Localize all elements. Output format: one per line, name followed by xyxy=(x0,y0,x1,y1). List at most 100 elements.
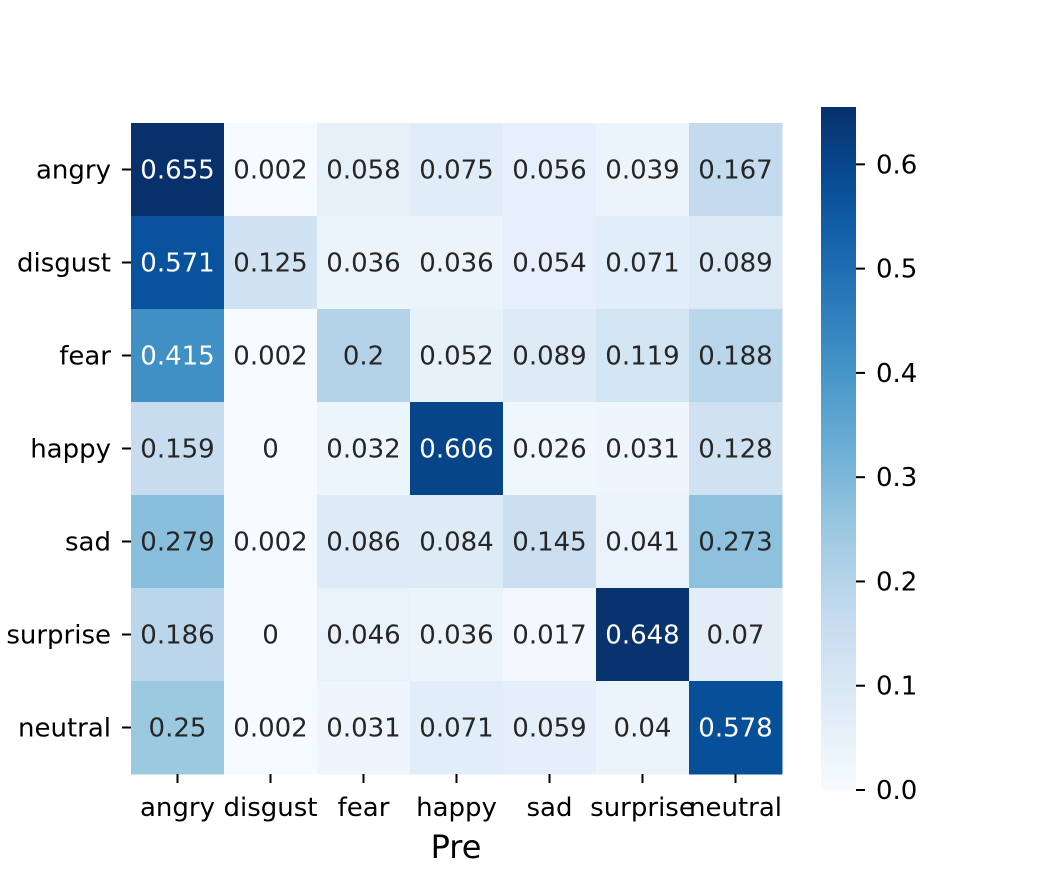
cell-angry-angry xyxy=(131,123,225,217)
cell-sad-happy xyxy=(410,495,504,589)
cell-fear-neutral xyxy=(689,309,783,403)
y-tick-label-angry: angry xyxy=(36,156,111,186)
cell-disgust-angry xyxy=(131,216,225,310)
cell-value-label: 0.089 xyxy=(512,342,586,372)
cell-value-label: 0.052 xyxy=(419,342,493,372)
cell-neutral-sad xyxy=(503,681,597,775)
x-tick-label-sad: sad xyxy=(527,793,573,823)
y-tick-label-disgust: disgust xyxy=(17,249,111,279)
cell-fear-surprise xyxy=(596,309,690,403)
cell-disgust-surprise xyxy=(596,216,690,310)
cell-neutral-disgust xyxy=(224,681,318,775)
cell-fear-fear xyxy=(317,309,411,403)
cell-value-label: 0.032 xyxy=(326,435,400,465)
cell-fear-angry xyxy=(131,309,225,403)
cell-sad-neutral xyxy=(689,495,783,589)
cell-sad-fear xyxy=(317,495,411,589)
cell-angry-fear xyxy=(317,123,411,217)
cell-neutral-surprise xyxy=(596,681,690,775)
cell-surprise-disgust xyxy=(224,588,318,682)
cell-value-label: 0.002 xyxy=(233,342,307,372)
y-axis: angry disgust fear happy sad surprise neutral xyxy=(6,156,131,744)
cell-value-label: 0.125 xyxy=(233,249,307,279)
cell-value-label: 0.002 xyxy=(233,714,307,744)
cell-value-label: 0.036 xyxy=(419,249,493,279)
cell-disgust-sad xyxy=(503,216,597,310)
cell-happy-sad xyxy=(503,402,597,496)
cell-value-label: 0.046 xyxy=(326,621,400,651)
cell-value-label: 0.002 xyxy=(233,156,307,186)
cell-value-label: 0.039 xyxy=(605,156,679,186)
cell-disgust-neutral xyxy=(689,216,783,310)
cell-value-label: 0.086 xyxy=(326,528,400,558)
cell-value-label: 0.026 xyxy=(512,435,586,465)
y-tick-label-neutral: neutral xyxy=(18,714,111,744)
cell-angry-surprise xyxy=(596,123,690,217)
cell-value-label: 0.002 xyxy=(233,528,307,558)
cell-value-label: 0.186 xyxy=(140,621,214,651)
cell-value-label: 0.273 xyxy=(698,528,772,558)
y-tick-label-surprise: surprise xyxy=(6,621,111,651)
cell-value-label: 0.606 xyxy=(419,435,493,465)
cell-sad-surprise xyxy=(596,495,690,589)
colorbar-tick-label: 0.3 xyxy=(876,463,917,493)
colorbar-tick-label: 0.2 xyxy=(876,567,917,597)
cell-surprise-happy xyxy=(410,588,504,682)
cell-happy-happy xyxy=(410,402,504,496)
cell-happy-neutral xyxy=(689,402,783,496)
cell-happy-surprise xyxy=(596,402,690,496)
cell-value-label: 0.031 xyxy=(326,714,400,744)
y-tick-label-happy: happy xyxy=(30,435,111,465)
cell-neutral-neutral xyxy=(689,681,783,775)
x-tick-label-happy: happy xyxy=(416,793,497,823)
cell-value-label: 0.279 xyxy=(140,528,214,558)
cell-value-label: 0 xyxy=(262,621,279,651)
cell-value-label: 0.188 xyxy=(698,342,772,372)
cell-value-label: 0.071 xyxy=(605,249,679,279)
cell-value-label: 0.056 xyxy=(512,156,586,186)
cell-sad-disgust xyxy=(224,495,318,589)
cell-happy-fear xyxy=(317,402,411,496)
cell-value-label: 0.648 xyxy=(605,621,679,651)
cell-surprise-surprise xyxy=(596,588,690,682)
colorbar-ticks: 0.0 0.1 0.2 0.3 0.4 0.5 0.6 xyxy=(856,150,917,806)
cell-disgust-fear xyxy=(317,216,411,310)
cell-value-label: 0.036 xyxy=(419,621,493,651)
cell-surprise-angry xyxy=(131,588,225,682)
cell-disgust-happy xyxy=(410,216,504,310)
cell-value-label: 0.2 xyxy=(343,342,384,372)
cell-value-label: 0.075 xyxy=(419,156,493,186)
x-tick-label-angry: angry xyxy=(140,793,215,823)
colorbar xyxy=(821,107,856,790)
cell-value-label: 0 xyxy=(262,435,279,465)
cell-value-label: 0.071 xyxy=(419,714,493,744)
cell-neutral-happy xyxy=(410,681,504,775)
cell-value-label: 0.145 xyxy=(512,528,586,558)
cell-angry-disgust xyxy=(224,123,318,217)
cell-value-label: 0.041 xyxy=(605,528,679,558)
cell-value-label: 0.059 xyxy=(512,714,586,744)
cell-value-label: 0.089 xyxy=(698,249,772,279)
cell-value-label: 0.054 xyxy=(512,249,586,279)
cell-value-label: 0.128 xyxy=(698,435,772,465)
cell-value-label: 0.07 xyxy=(707,621,765,651)
colorbar-tick-label: 0.5 xyxy=(876,255,917,285)
cell-value-label: 0.578 xyxy=(698,714,772,744)
x-tick-label-fear: fear xyxy=(338,793,390,823)
heatmap-cell-labels: 0.655 0.002 0.058 0.075 0.056 0.039 0.167 0.571… xyxy=(140,156,772,744)
colorbar-tick-label: 0.1 xyxy=(876,672,917,702)
cell-value-label: 0.031 xyxy=(605,435,679,465)
cell-value-label: 0.017 xyxy=(512,621,586,651)
cell-angry-happy xyxy=(410,123,504,217)
cell-disgust-disgust xyxy=(224,216,318,310)
cell-value-label: 0.084 xyxy=(419,528,493,558)
cell-surprise-fear xyxy=(317,588,411,682)
cell-fear-disgust xyxy=(224,309,318,403)
cell-angry-sad xyxy=(503,123,597,217)
cell-fear-happy xyxy=(410,309,504,403)
colorbar-tick-label: 0.6 xyxy=(876,150,917,180)
cell-happy-disgust xyxy=(224,402,318,496)
x-axis-label: Pre xyxy=(431,828,482,866)
heatmap-cells xyxy=(131,123,783,775)
